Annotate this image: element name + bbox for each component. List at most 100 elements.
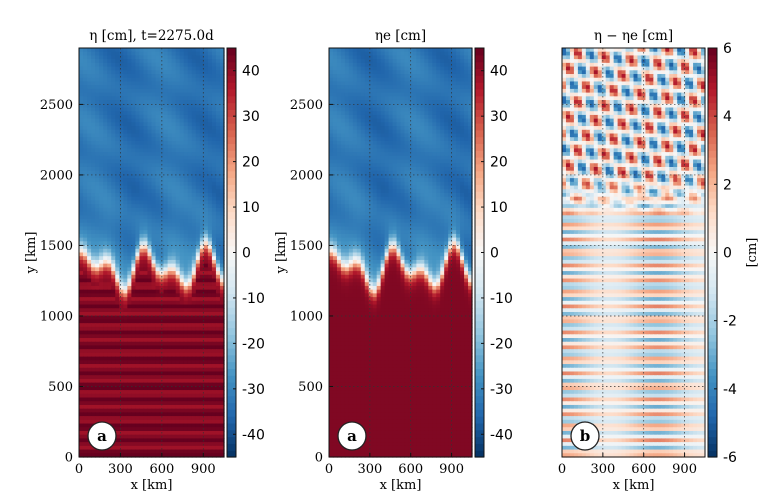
heatmap-cell: [115, 196, 120, 202]
heatmap-cell: [131, 133, 136, 138]
heatmap-cell: [103, 133, 108, 138]
heatmap-cell: [131, 334, 136, 339]
heatmap-cell: [139, 140, 145, 146]
heatmap-cell: [127, 334, 132, 339]
heatmap-cell: [155, 434, 161, 440]
heatmap-cell: [103, 140, 108, 146]
colorbar-segment: [227, 238, 236, 247]
heatmap-cell: [143, 103, 149, 109]
heatmap-cell: [440, 92, 445, 97]
heatmap-cell: [107, 364, 112, 369]
heatmap-cell: [111, 390, 116, 395]
heatmap-cell: [400, 100, 406, 105]
heatmap-cell: [131, 81, 136, 86]
heatmap-cell: [340, 114, 346, 120]
heatmap-cell: [171, 378, 177, 384]
heatmap-cell: [368, 62, 374, 68]
heatmap-cell: [99, 386, 104, 391]
heatmap-cell: [179, 256, 185, 261]
heatmap-cell: [380, 85, 386, 90]
heatmap-cell: [147, 300, 153, 306]
heatmap-cell: [119, 70, 124, 75]
heatmap-cell: [135, 159, 141, 164]
heatmap-cell: [179, 315, 185, 321]
heatmap-cell: [187, 66, 193, 71]
heatmap-cell: [123, 319, 128, 324]
heatmap-cell: [115, 245, 120, 250]
heatmap-cell: [115, 137, 120, 142]
heatmap-cell: [183, 159, 189, 164]
heatmap-cell: [215, 427, 221, 432]
heatmap-cell: [91, 289, 96, 294]
heatmap-cell: [103, 352, 108, 358]
heatmap-cell: [404, 114, 410, 120]
heatmap-cell: [187, 148, 193, 153]
heatmap-cell: [187, 152, 193, 157]
heatmap-cell: [187, 133, 193, 138]
heatmap-cell: [111, 267, 116, 272]
heatmap-cell: [167, 181, 173, 187]
heatmap-cell: [135, 352, 141, 358]
heatmap-cell: [119, 334, 124, 339]
heatmap-cell: [123, 211, 128, 216]
heatmap-cell: [147, 170, 153, 176]
heatmap-cell: [199, 416, 205, 421]
heatmap-cell: [143, 271, 149, 276]
heatmap-cell: [131, 285, 136, 291]
heatmap-cell: [207, 378, 213, 384]
heatmap-cell: [352, 129, 358, 135]
heatmap-cell: [436, 100, 441, 105]
heatmap-cell: [139, 245, 145, 250]
heatmap-cell: [131, 207, 136, 213]
heatmap-cell: [376, 118, 382, 123]
heatmap-cell: [179, 81, 185, 86]
heatmap-cell: [91, 278, 96, 283]
heatmap-cell: [456, 129, 461, 135]
heatmap-cell: [171, 55, 177, 60]
heatmap-cell: [456, 88, 461, 94]
heatmap-cell: [151, 230, 157, 235]
heatmap-cell: [107, 88, 112, 94]
heatmap-cell: [203, 319, 209, 324]
heatmap-cell: [344, 118, 350, 123]
heatmap-cell: [79, 222, 84, 228]
heatmap-cell: [95, 114, 100, 120]
heatmap-cell: [215, 341, 221, 347]
heatmap-cell: [159, 393, 165, 399]
heatmap-cell: [131, 233, 136, 239]
heatmap-cell: [175, 416, 181, 421]
heatmap-cell: [187, 371, 193, 376]
heatmap-cell: [119, 278, 124, 283]
heatmap-cell: [432, 133, 437, 138]
heatmap-cell: [360, 62, 366, 68]
heatmap-cell: [352, 107, 358, 112]
heatmap-cell: [211, 401, 217, 406]
heatmap-cell: [191, 315, 197, 321]
colorbar-segment: [227, 334, 236, 342]
heatmap-cell: [380, 103, 386, 109]
heatmap-cell: [344, 92, 350, 97]
heatmap-cell: [215, 215, 221, 220]
heatmap-cell: [87, 300, 92, 306]
heatmap-cell: [187, 271, 193, 276]
heatmap-cell: [127, 252, 132, 257]
heatmap-cell: [187, 341, 193, 347]
heatmap-cell: [167, 107, 173, 112]
heatmap-cell: [87, 308, 92, 313]
heatmap-cell: [412, 51, 417, 57]
heatmap-cell: [219, 144, 225, 149]
heatmap-cell: [412, 74, 417, 79]
heatmap-cell: [187, 308, 193, 313]
heatmap-cell: [352, 85, 358, 90]
heatmap-cell: [79, 445, 84, 451]
heatmap-cell: [119, 416, 124, 421]
heatmap-cell: [135, 204, 141, 209]
heatmap-cell: [416, 55, 421, 60]
heatmap-cell: [87, 386, 92, 391]
heatmap-cell: [107, 289, 112, 294]
heatmap-cell: [99, 111, 104, 116]
heatmap-cell: [87, 285, 92, 291]
heatmap-cell: [452, 92, 457, 97]
heatmap-cell: [123, 271, 128, 276]
heatmap-cell: [207, 81, 213, 86]
